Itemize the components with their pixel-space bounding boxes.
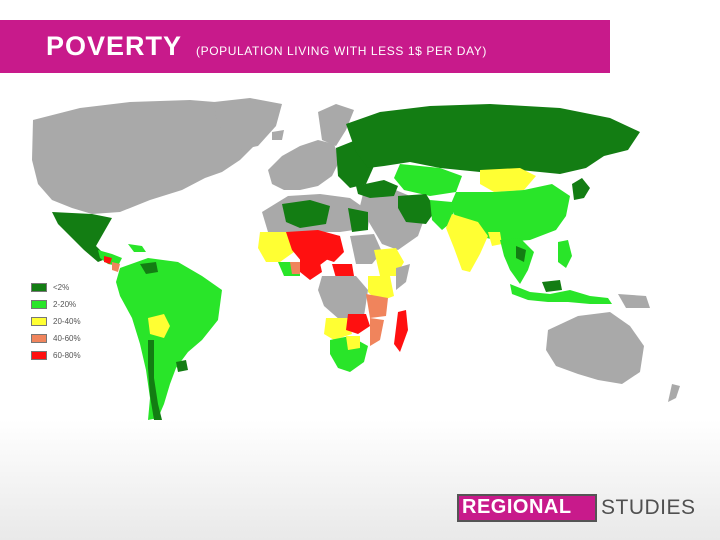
region-caribbean [128, 244, 146, 252]
region-venezuela [140, 262, 158, 274]
legend-item: <2% [31, 279, 81, 296]
region-mozambique [370, 318, 384, 346]
legend-swatch [31, 300, 47, 309]
region-turkey-caucasus [356, 180, 398, 198]
region-zambia [346, 314, 370, 334]
region-iran [398, 194, 436, 224]
legend-label: 40-60% [53, 334, 81, 343]
region-philippines [558, 240, 572, 268]
legend-swatch [31, 351, 47, 360]
brand-logo-left-text: REGIONAL [462, 496, 572, 518]
region-iceland [272, 130, 284, 140]
legend-swatch [31, 317, 47, 326]
region-australia [546, 312, 644, 384]
region-sudan [350, 234, 382, 264]
region-ghana [290, 262, 300, 274]
region-korea-japan [572, 178, 590, 200]
region-western-europe [268, 140, 340, 190]
region-nigeria [300, 254, 322, 280]
region-new-zealand [668, 384, 680, 402]
region-india [446, 214, 488, 272]
region-laos-cambodia [516, 246, 526, 262]
title-bar: POVERTY (POPULATION LIVING WITH LESS 1$ … [0, 20, 610, 73]
region-niger-chad [318, 232, 344, 262]
legend-label: 20-40% [53, 317, 81, 326]
brand-logo-reflection [457, 522, 697, 538]
legend-label: 2-20% [53, 300, 77, 309]
region-russia [346, 104, 640, 174]
region-central-africa [318, 276, 368, 320]
region-bolivia [148, 314, 170, 338]
region-scandinavia [318, 104, 354, 146]
world-poverty-map [32, 98, 680, 420]
region-pakistan [430, 200, 454, 230]
region-kazakhstan [394, 164, 462, 196]
region-car [332, 264, 354, 278]
region-uruguay [176, 360, 188, 372]
region-north-america [32, 100, 270, 214]
legend-swatch [31, 283, 47, 292]
legend-item: 40-60% [31, 330, 81, 347]
page-title: POVERTY [46, 31, 183, 61]
region-tanzania [366, 294, 388, 318]
legend-label: <2% [53, 283, 70, 292]
region-mongolia [480, 168, 536, 192]
region-indonesia [510, 284, 612, 304]
region-panama [112, 262, 120, 272]
region-malaysia [542, 280, 562, 292]
region-maghreb [282, 200, 330, 228]
region-angola [324, 318, 352, 340]
legend-item: 2-20% [31, 296, 81, 313]
legend-swatch [31, 334, 47, 343]
region-south-america [116, 258, 222, 420]
brand-logo-right-text: STUDIES [601, 496, 696, 519]
brand-logo-box [457, 494, 597, 522]
page-subtitle: (POPULATION LIVING WITH LESS 1$ PER DAY) [196, 43, 487, 58]
map-legend: <2% 2-20% 20-40% 40-60% 60-80% [31, 279, 81, 364]
region-somalia [396, 264, 410, 290]
background-floor [0, 420, 720, 540]
legend-label: 60-80% [53, 351, 81, 360]
legend-item: 60-80% [31, 347, 81, 364]
region-west-africa [258, 232, 294, 262]
region-southeast-asia [500, 238, 534, 284]
region-central-america-south [104, 256, 112, 264]
region-egypt [348, 208, 368, 232]
region-nepal-bangladesh [488, 232, 502, 246]
region-greenland [214, 98, 282, 150]
region-east-africa [368, 276, 394, 302]
region-chile [148, 340, 162, 420]
region-papua [618, 294, 650, 308]
region-botswana [346, 336, 360, 350]
legend-item: 20-40% [31, 313, 81, 330]
region-madagascar [394, 310, 408, 352]
region-mexico [52, 212, 112, 262]
